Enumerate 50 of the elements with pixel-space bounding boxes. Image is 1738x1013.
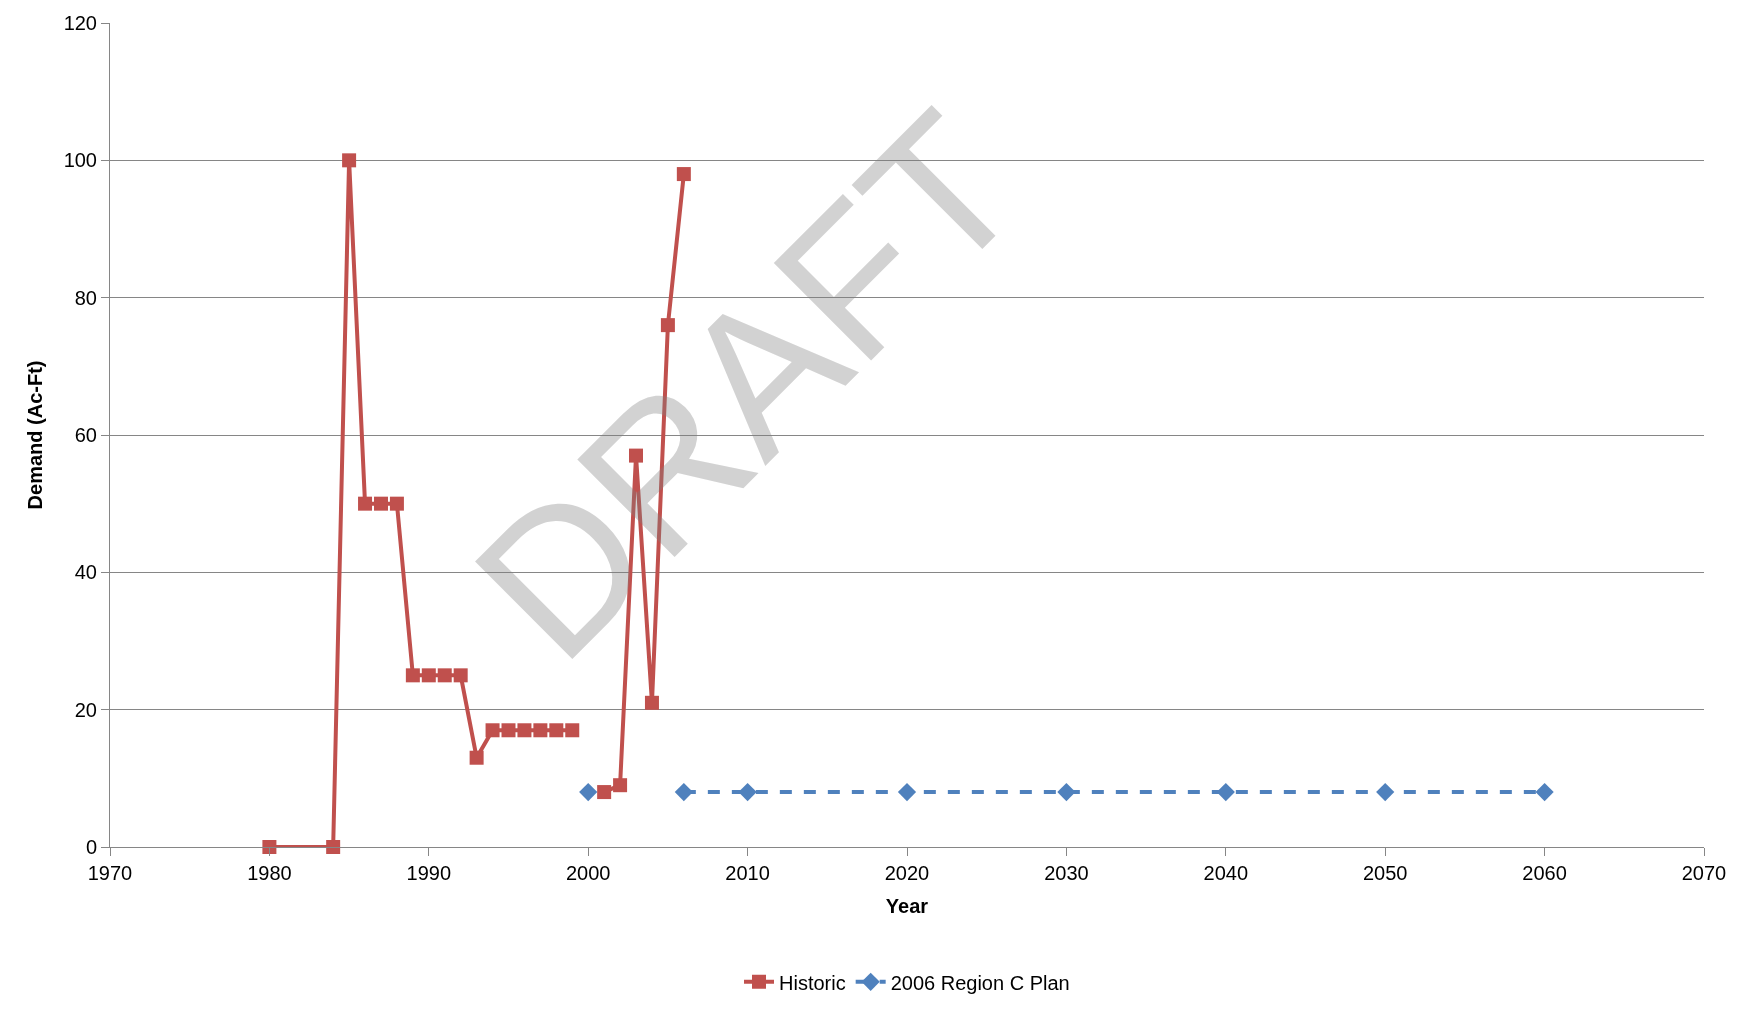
y-tick-label: 100 — [63, 149, 97, 172]
point — [1057, 782, 1076, 802]
point — [1376, 782, 1395, 802]
point — [579, 782, 598, 802]
point — [453, 668, 468, 683]
x-tick-label: 2070 — [1681, 862, 1727, 884]
point — [1535, 782, 1554, 802]
point — [549, 723, 564, 738]
point — [533, 723, 548, 738]
point — [262, 840, 277, 854]
legend-label: 2006 Region C Plan — [890, 971, 1070, 994]
y-tick-label: 80 — [74, 286, 97, 309]
point — [897, 782, 917, 802]
legend-label: Historic — [779, 971, 846, 994]
x-tick-label: 2060 — [1522, 862, 1567, 884]
point — [389, 496, 404, 511]
point — [1216, 782, 1235, 802]
x-tick-label: 2050 — [1362, 862, 1408, 884]
point — [469, 750, 484, 765]
point — [326, 840, 341, 854]
y-axis-title: Demand (Ac-Ft) — [24, 360, 47, 510]
x-tick-label: 1970 — [87, 862, 133, 884]
y-tick-label: 60 — [74, 424, 97, 446]
point — [421, 668, 436, 683]
point — [437, 668, 452, 683]
point — [565, 723, 580, 738]
point — [597, 785, 612, 800]
point — [405, 668, 420, 683]
point — [517, 723, 532, 738]
point — [613, 778, 628, 793]
x-axis-title: Year — [885, 894, 929, 917]
point — [358, 496, 373, 511]
x-tick-label: 1980 — [247, 862, 292, 884]
point — [485, 723, 500, 738]
x-tick-label: 2040 — [1203, 862, 1249, 884]
x-tick-label: 2030 — [1044, 862, 1089, 884]
y-tick-label: 20 — [74, 698, 97, 721]
point — [501, 723, 516, 738]
x-tick-label: 2010 — [725, 862, 770, 884]
x-tick-label: 2000 — [565, 862, 611, 884]
point — [738, 782, 757, 802]
point — [674, 782, 693, 802]
y-tick-label: 0 — [85, 836, 97, 858]
x-tick-label: 1990 — [406, 862, 452, 884]
y-tick-label: 120 — [63, 12, 97, 34]
y-tick-label: 40 — [74, 561, 97, 584]
point — [373, 496, 388, 511]
point — [644, 695, 659, 710]
x-tick-label: 2020 — [884, 862, 930, 884]
point — [342, 153, 357, 168]
